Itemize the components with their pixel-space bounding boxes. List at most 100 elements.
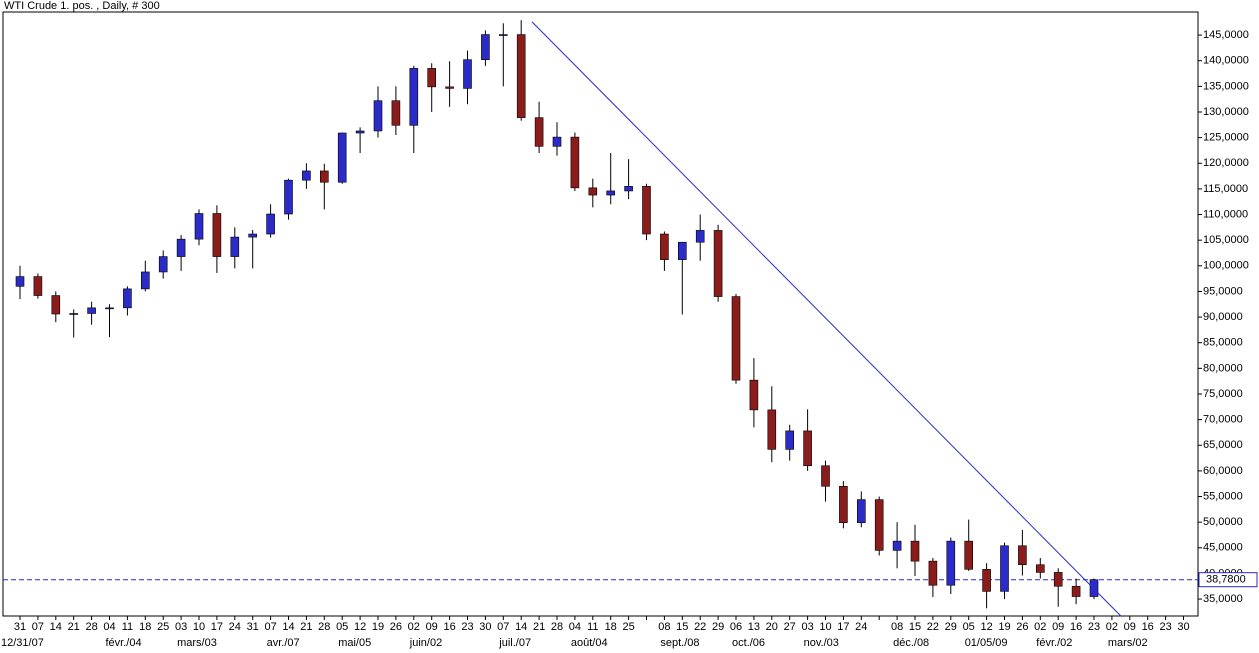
month-label: juil./07 [498, 637, 531, 649]
x-tick-label: 03 [801, 621, 813, 633]
y-tick-label: 55,0000 [1203, 490, 1243, 502]
candle-body [624, 186, 633, 192]
y-tick-label: 70,0000 [1203, 414, 1243, 426]
candle-body [212, 213, 222, 257]
x-tick-label: 04 [569, 621, 581, 633]
trend-line [531, 21, 1122, 617]
x-tick-label: 23 [1159, 621, 1171, 633]
y-tick-label: 35,0000 [1203, 593, 1243, 605]
x-tick-label: 11 [587, 621, 598, 633]
y-tick-label: 75,0000 [1203, 388, 1243, 400]
x-tick-label: 23 [461, 621, 473, 633]
y-tick-label: 125,0000 [1203, 132, 1249, 144]
candle-body [141, 271, 150, 290]
candle-body [552, 136, 562, 147]
x-tick-label: 27 [784, 621, 796, 633]
y-tick-label: 50,0000 [1203, 516, 1243, 528]
candle-body [695, 230, 705, 243]
candle-body [821, 465, 830, 487]
candle-body [33, 276, 43, 296]
candle-body [15, 276, 25, 287]
candle-body [1089, 579, 1099, 597]
x-tick-label: 29 [712, 621, 724, 633]
x-tick-label: 21 [533, 621, 545, 633]
candle-body [337, 132, 347, 183]
x-tick-label: 31 [247, 621, 259, 633]
candle-body [373, 100, 383, 132]
x-tick-label: 05 [336, 621, 348, 633]
candle-body [427, 68, 437, 88]
candle-body [319, 170, 329, 183]
candle-body [391, 100, 401, 126]
x-tick-label: 04 [103, 621, 115, 633]
x-tick-label: 28 [318, 621, 330, 633]
candle-body [892, 540, 902, 551]
candle-body [498, 34, 508, 36]
x-tick-label: 08 [891, 621, 903, 633]
x-tick-label: 15 [909, 621, 921, 633]
x-tick-label: 07 [32, 621, 44, 633]
x-tick-label: 09 [426, 621, 438, 633]
x-tick-label: 16 [443, 621, 455, 633]
month-label: oct./06 [732, 637, 765, 649]
x-tick-label: 26 [1016, 621, 1028, 633]
candle-body [677, 241, 687, 260]
candle-body [158, 256, 168, 273]
candle-body [302, 170, 311, 181]
plot-frame [2, 11, 1199, 617]
y-tick-label: 65,0000 [1203, 439, 1243, 451]
y-tick-label: 130,0000 [1203, 106, 1249, 118]
x-tick-label: 02 [1106, 621, 1118, 633]
last-price-label: 38,7800 [1206, 574, 1246, 586]
x-tick-label: 09 [1052, 621, 1064, 633]
candle-body [516, 34, 526, 118]
x-tick-label: 02 [1034, 621, 1046, 633]
x-tick-label: 12 [354, 621, 366, 633]
candle-body [785, 430, 795, 450]
candle-body [248, 233, 257, 238]
x-tick-label: 15 [676, 621, 688, 633]
candle-body [534, 117, 544, 147]
x-tick-label: 23 [1088, 621, 1100, 633]
x-tick-label: 07 [497, 621, 509, 633]
y-tick-label: 110,0000 [1203, 208, 1248, 220]
x-tick-label: 12 [980, 621, 992, 633]
candle-body [230, 236, 240, 257]
y-tick-label: 105,0000 [1203, 234, 1249, 246]
y-tick-label: 90,0000 [1203, 311, 1243, 323]
candle-body [1018, 545, 1027, 566]
x-tick-label: 19 [998, 621, 1010, 633]
y-tick-label: 135,0000 [1203, 80, 1249, 92]
x-tick-label: 28 [85, 621, 97, 633]
candle-body [105, 307, 114, 310]
candle-body [982, 569, 991, 592]
candle-body [1036, 564, 1045, 573]
month-label: déc./08 [893, 637, 929, 649]
y-tick-label: 95,0000 [1203, 285, 1243, 297]
x-tick-label: 30 [479, 621, 491, 633]
y-tick-label: 140,0000 [1203, 55, 1249, 67]
candle-body [928, 560, 938, 586]
candle-body [355, 130, 365, 134]
x-tick-label: 28 [551, 621, 563, 633]
x-tick-label: 09 [1124, 621, 1136, 633]
month-label: févr./02 [1036, 637, 1072, 649]
candle-body [409, 68, 419, 126]
x-tick-label: 14 [515, 621, 527, 633]
candle-body [481, 34, 490, 60]
y-tick-label: 100,0000 [1203, 260, 1249, 272]
x-tick-label: 22 [927, 621, 939, 633]
candle-body [87, 307, 96, 314]
month-label: 12/31/07 [1, 637, 44, 649]
x-tick-label: 31 [14, 621, 26, 633]
candle-body [803, 430, 812, 467]
candle-body [964, 540, 974, 570]
x-tick-label: 22 [694, 621, 706, 633]
candle-body [767, 409, 777, 450]
candle-body [588, 187, 598, 196]
month-label: nov./03 [804, 637, 839, 649]
candle-body [642, 186, 651, 235]
x-tick-label: 13 [748, 621, 760, 633]
month-label: juin/02 [409, 637, 442, 649]
